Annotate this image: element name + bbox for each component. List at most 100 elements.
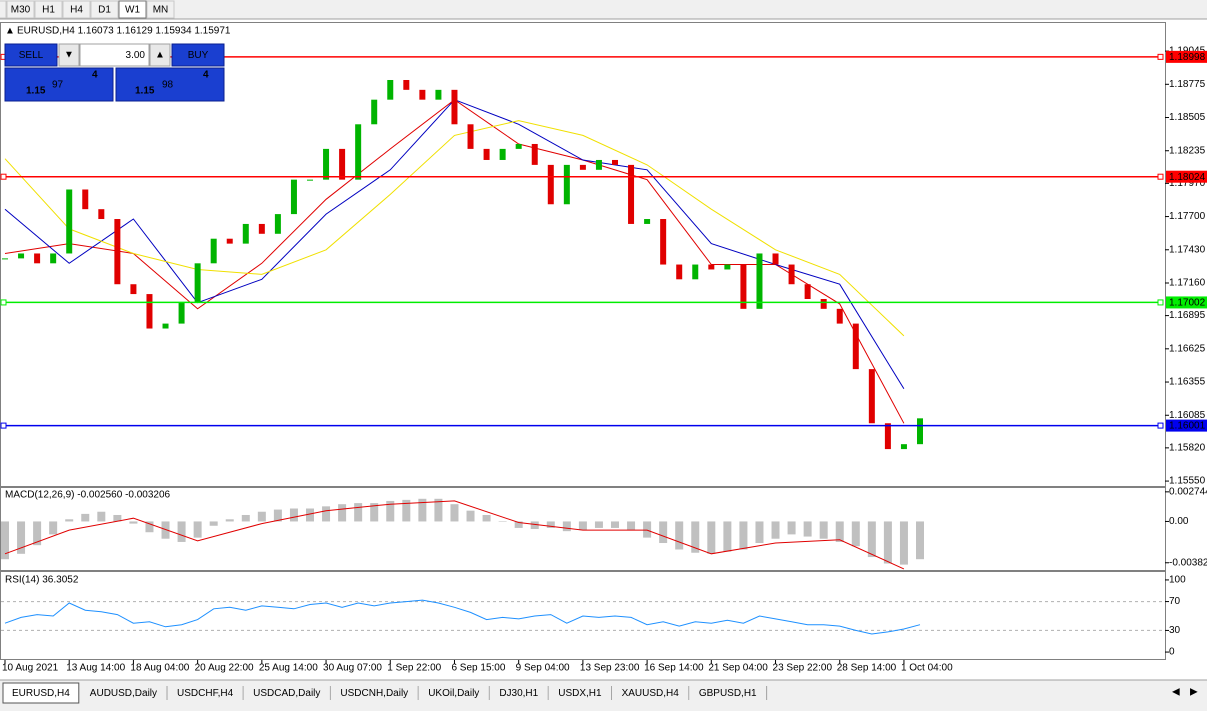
histogram-bar: [273, 509, 282, 522]
y-tick-label: 1.18235: [1169, 145, 1206, 156]
volume-field[interactable]: [79, 43, 150, 67]
candle: [868, 369, 875, 424]
volume-up[interactable]: [149, 43, 171, 67]
candle: [355, 124, 362, 180]
chart-tab[interactable]: [489, 682, 548, 704]
timeframe-label: W1: [125, 5, 140, 16]
candle: [98, 209, 105, 220]
chart-tab[interactable]: [330, 682, 418, 704]
timeframe-button[interactable]: [90, 0, 119, 19]
signal-line: [4, 500, 905, 570]
histogram-bar: [1, 521, 9, 560]
histogram-bar: [594, 521, 603, 528]
histogram-bar: [755, 521, 764, 544]
indicator-title: EURUSD,H4 1.16073 1.16129 1.15934 1.1597…: [17, 26, 231, 37]
histogram-bar: [241, 514, 250, 522]
bid-pips: 97: [52, 80, 64, 91]
timeframe-button[interactable]: [146, 0, 175, 19]
candle: [515, 143, 522, 149]
candle: [162, 323, 169, 329]
price-label: 1.17002: [1169, 298, 1206, 309]
scroll-left[interactable]: ◀: [1172, 687, 1180, 698]
chart-tab[interactable]: [689, 682, 767, 704]
timeframe-button[interactable]: [62, 0, 91, 19]
x-tick-label: 1 Sep 22:00: [387, 663, 441, 674]
chart-tab-label: UKOil,Daily: [428, 688, 479, 699]
candle: [210, 238, 217, 264]
histogram-bar: [257, 511, 266, 522]
candle: [274, 214, 281, 234]
y-tick-label: 1.18505: [1169, 112, 1206, 123]
candle: [692, 264, 699, 280]
chart-tab[interactable]: [548, 682, 612, 704]
candle: [82, 189, 89, 210]
sell-label: SELL: [19, 50, 44, 61]
ask-price[interactable]: [115, 67, 225, 102]
histogram-bar: [306, 508, 314, 522]
line-handle: [1157, 299, 1164, 306]
y-tick-label: 1.17970: [1169, 178, 1206, 189]
histogram-bar: [659, 521, 668, 544]
histogram-bar: [289, 508, 298, 522]
price-label: 1.16001: [1169, 421, 1206, 432]
chart-tab[interactable]: [167, 682, 243, 704]
candle: [258, 223, 265, 234]
candle: [307, 179, 313, 181]
histogram-bar: [113, 514, 122, 522]
candle: [451, 89, 458, 125]
candle: [226, 238, 233, 244]
volume-down[interactable]: [58, 43, 80, 67]
histogram-bar: [450, 504, 459, 522]
histogram-bar: [675, 521, 684, 550]
histogram-bar: [787, 521, 796, 535]
chart-tab[interactable]: [418, 682, 489, 704]
price-label-box: [1166, 296, 1207, 309]
candle: [595, 159, 602, 170]
timeframe-button[interactable]: [34, 0, 63, 19]
y-tick-label: 1.16625: [1169, 343, 1206, 354]
timeframe-label: H1: [42, 5, 55, 16]
chart-tab[interactable]: [80, 682, 167, 704]
line-handle: [1157, 53, 1164, 60]
candle: [612, 159, 618, 165]
x-tick-label: 16 Sep 14:00: [644, 663, 704, 674]
scroll-right[interactable]: ▶: [1190, 687, 1198, 698]
timeframe-button[interactable]: [0, 0, 7, 19]
candle: [387, 79, 394, 100]
chart-tab-label: XAUUSD,H4: [622, 688, 680, 699]
collapse-arrow[interactable]: ▲: [5, 26, 15, 37]
histogram-bar: [434, 498, 443, 522]
candle: [724, 264, 731, 270]
rsi-line: [4, 599, 921, 635]
y-tick-label: 1.17160: [1169, 278, 1206, 289]
y-tick-label: 1.16895: [1169, 310, 1206, 321]
ask-big: 1.15: [135, 86, 155, 97]
bid-big: 1.15: [26, 86, 46, 97]
x-tick-label: 23 Sep 22:00: [773, 663, 833, 674]
histogram-bar: [193, 521, 202, 538]
candle: [852, 323, 859, 370]
candle: [323, 148, 330, 180]
candle: [547, 164, 554, 205]
chart-tab[interactable]: [243, 682, 330, 704]
sell-button[interactable]: [4, 43, 58, 67]
chart-tab[interactable]: [612, 682, 689, 704]
line-handle: [0, 173, 7, 180]
timeframe-button[interactable]: [118, 0, 147, 19]
timeframe-button[interactable]: [6, 0, 35, 19]
histogram-bar: [546, 521, 555, 528]
y-tick-label: 100: [1169, 575, 1186, 586]
bid-price[interactable]: [4, 67, 114, 102]
buy-button[interactable]: [171, 43, 225, 67]
chart-tab-label: USDCHF,H4: [177, 688, 234, 699]
histogram-bar: [17, 521, 26, 554]
candle: [644, 219, 651, 224]
candle: [66, 189, 73, 254]
candle: [531, 143, 538, 165]
ask-fraction: 4: [203, 70, 209, 81]
y-tick-label: 1.15550: [1169, 476, 1206, 487]
candle: [34, 253, 41, 264]
chart-tab[interactable]: [2, 682, 80, 704]
timeframe-label: M30: [11, 5, 31, 16]
